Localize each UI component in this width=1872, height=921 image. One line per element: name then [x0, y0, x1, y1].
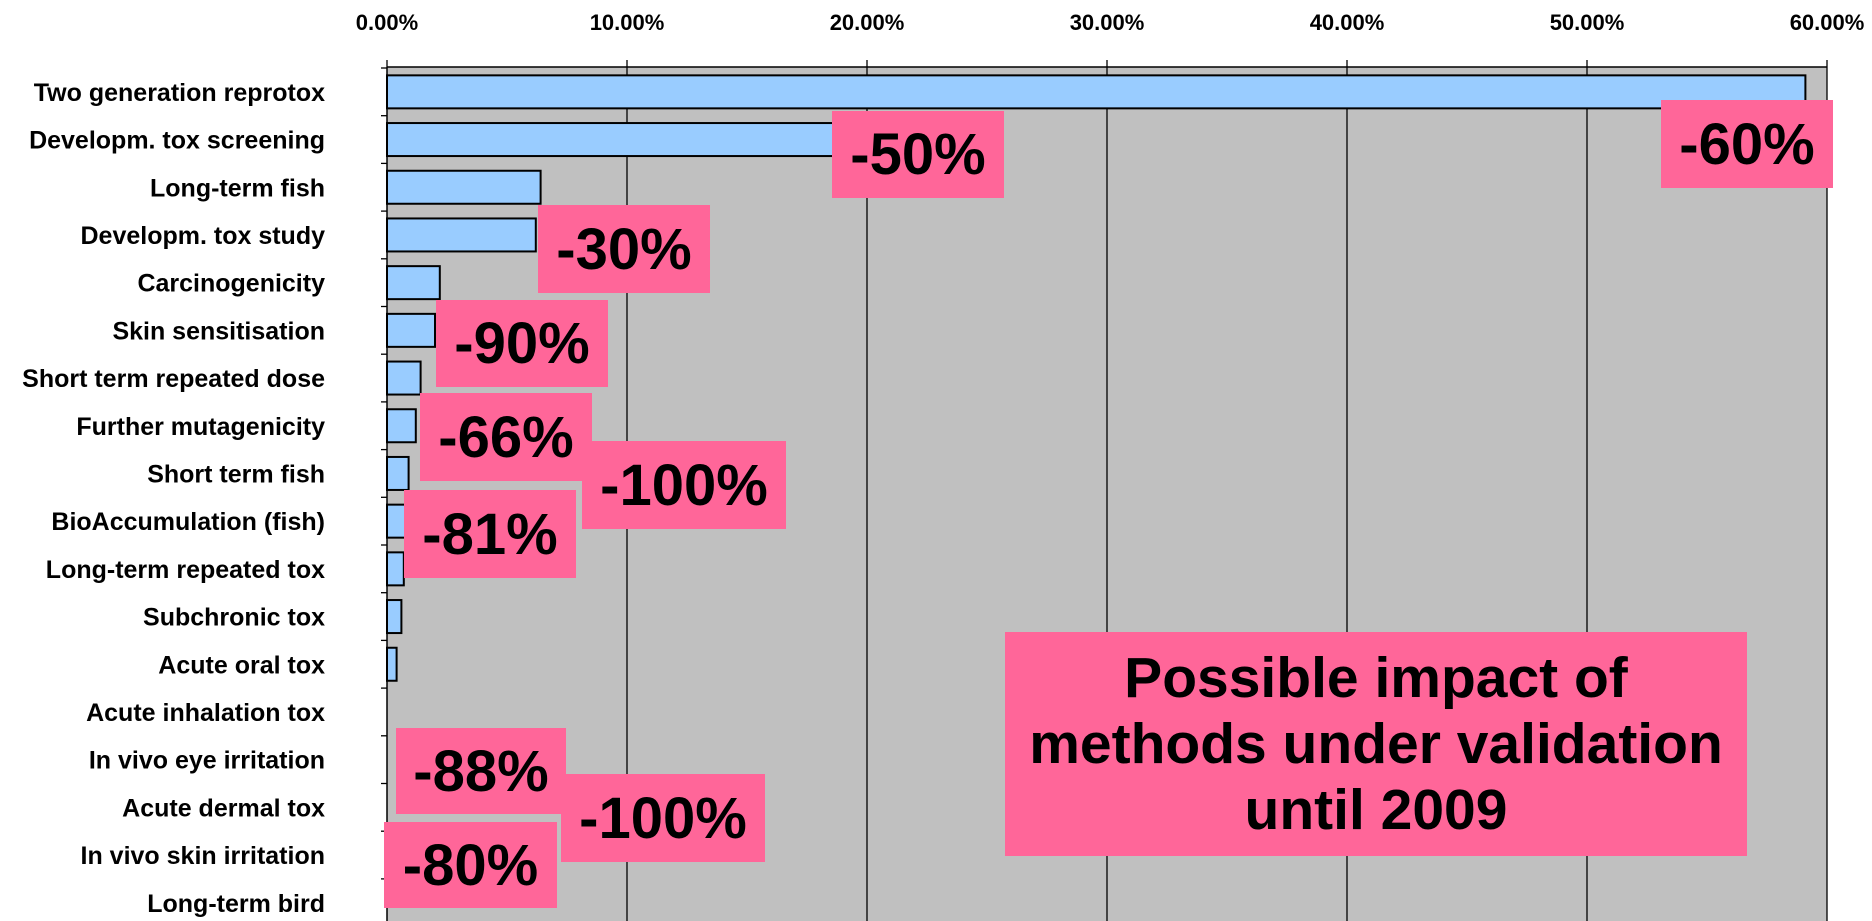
x-tick-label: 20.00%: [830, 10, 905, 35]
bar-further-mutagenicity: [386, 408, 417, 444]
bar-skin-sensitisation: [386, 312, 436, 348]
callout-further-mutagenicity: -66%: [420, 393, 592, 481]
bar-long-term-repeated-tox: [386, 551, 405, 587]
category-label: Two generation reprotox: [34, 79, 325, 107]
callout-bioaccumulation-fish: -81%: [404, 490, 576, 578]
axes: [381, 66, 1827, 921]
bar-long-term-fish: [386, 169, 542, 205]
category-label: Long-term repeated tox: [46, 556, 325, 584]
category-label: BioAccumulation (fish): [51, 508, 325, 536]
bar-acute-oral-tox: [386, 646, 398, 682]
category-label: Carcinogenicity: [137, 270, 325, 298]
bar-subchronic-tox: [386, 599, 403, 635]
bar-short-term-repeated-dose: [386, 360, 422, 396]
category-labels: Two generation reprotox Developm. tox scr…: [22, 79, 325, 918]
x-tick-labels: 0.00% 10.00% 20.00% 30.00% 40.00% 50.00% 60.00…: [356, 10, 1865, 35]
category-label: Acute dermal tox: [122, 794, 325, 822]
category-label: Developm. tox study: [81, 222, 326, 250]
bar-developm-tox-screening: [386, 122, 835, 158]
callout-two-generation-reprotox: -60%: [1661, 100, 1833, 188]
impact-annotation: Possible impact of methods under validat…: [1005, 632, 1747, 856]
category-label: Subchronic tox: [143, 604, 325, 632]
bar-short-term-fish: [386, 455, 410, 491]
callout-in-vivo-skin-irritation: -80%: [384, 822, 557, 908]
x-tick-label: 60.00%: [1790, 10, 1865, 35]
bars: [386, 74, 1807, 682]
x-tick-label: 40.00%: [1310, 10, 1385, 35]
callout-acute-dermal-tox: -100%: [561, 774, 765, 862]
category-label: Long-term bird: [147, 890, 325, 918]
category-label: Further mutagenicity: [76, 413, 325, 441]
category-label: In vivo skin irritation: [81, 842, 326, 870]
category-label: Short term repeated dose: [22, 365, 325, 393]
x-tick-label: 10.00%: [590, 10, 665, 35]
bar-carcinogenicity: [386, 265, 441, 301]
category-label: Skin sensitisation: [112, 317, 325, 345]
x-tick-label: 50.00%: [1550, 10, 1625, 35]
category-label: Developm. tox screening: [29, 127, 325, 155]
x-tick-label: 0.00%: [356, 10, 418, 35]
bar-developm-tox-study: [386, 217, 537, 253]
category-label: Acute oral tox: [158, 651, 325, 679]
bar-two-generation-reprotox: [386, 74, 1807, 110]
callout-short-term-fish: -100%: [582, 441, 786, 529]
callout-skin-sensitisation: -90%: [436, 300, 608, 387]
category-label: In vivo eye irritation: [89, 747, 325, 775]
category-label: Short term fish: [147, 460, 325, 488]
callout-developm-tox-study: -30%: [538, 205, 710, 293]
category-label: Long-term fish: [150, 174, 325, 202]
x-tick-label: 30.00%: [1070, 10, 1145, 35]
category-label: Acute inhalation tox: [86, 699, 325, 727]
callout-developm-tox-screening: -50%: [832, 111, 1004, 198]
callout-in-vivo-eye-irritation: -88%: [396, 728, 566, 814]
